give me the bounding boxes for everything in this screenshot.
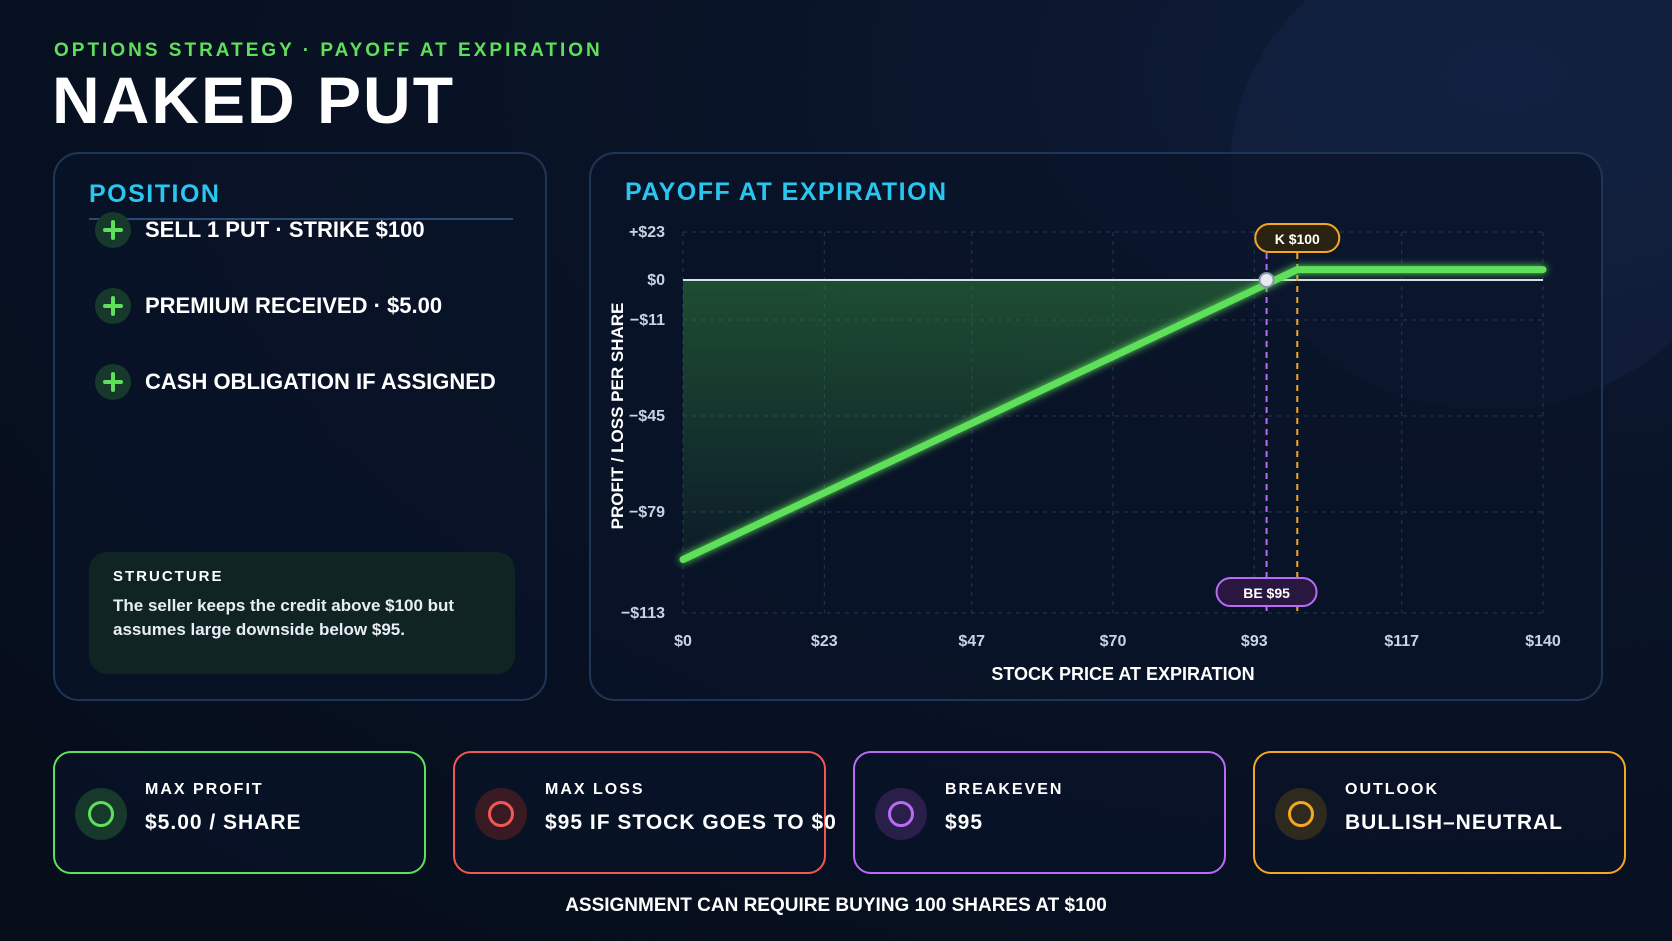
payoff-chart-panel: PAYOFF AT EXPIRATION $0 $23 $47 $70 $93 $117 $… xyxy=(589,152,1603,701)
card-value: $95 IF STOCK GOES TO $0 xyxy=(545,811,837,834)
strike-marker-label: K $100 xyxy=(1254,223,1341,253)
position-item-sell-put: SELL 1 PUT · STRIKE $100 xyxy=(95,210,425,250)
y-tick-label: −$79 xyxy=(629,504,665,521)
plus-icon xyxy=(95,288,131,324)
y-tick-label: −$45 xyxy=(629,408,665,425)
position-item-label: PREMIUM RECEIVED · $5.00 xyxy=(145,293,443,318)
x-tick-label: $47 xyxy=(958,633,985,650)
position-panel: POSITION SELL 1 PUT · STRIKE $100 PREMIU… xyxy=(53,152,547,701)
strike-label-text: K $100 xyxy=(1275,231,1320,247)
structure-box: STRUCTURE The seller keeps the credit ab… xyxy=(89,552,515,674)
heading-divider xyxy=(89,218,513,220)
position-item-premium: PREMIUM RECEIVED · $5.00 xyxy=(95,286,442,326)
x-tick-label: $140 xyxy=(1525,633,1561,650)
breakeven-card: BREAKEVEN $95 xyxy=(853,751,1226,874)
position-item-label: CASH OBLIGATION IF ASSIGNED xyxy=(145,369,496,394)
circle-icon xyxy=(1275,788,1327,840)
max-loss-card: MAX LOSS $95 IF STOCK GOES TO $0 xyxy=(453,751,836,874)
position-heading: POSITION xyxy=(89,180,221,208)
card-value: BULLISH–NEUTRAL xyxy=(1345,811,1563,834)
breakeven-marker-label: BE $95 xyxy=(1215,577,1318,607)
structure-text: The seller keeps the credit above $100 b… xyxy=(113,596,455,639)
x-axis-label: STOCK PRICE AT EXPIRATION xyxy=(991,664,1254,684)
x-tick-label: $117 xyxy=(1384,633,1419,650)
circle-icon xyxy=(75,788,127,840)
y-tick-label: −$11 xyxy=(630,312,665,329)
y-tick-label: −$113 xyxy=(621,605,665,622)
card-label: MAX PROFIT xyxy=(145,781,264,798)
plus-icon xyxy=(95,212,131,248)
structure-label: STRUCTURE xyxy=(113,568,224,585)
breakeven-label-pill xyxy=(1215,577,1318,607)
strike-label-pill xyxy=(1254,223,1341,253)
breakeven-point xyxy=(1258,272,1275,288)
card-label: OUTLOOK xyxy=(1345,781,1439,798)
card-value: $5.00 / SHARE xyxy=(145,811,302,834)
page-title: NAKED PUT xyxy=(52,63,456,137)
y-axis-label: PROFIT / LOSS PER SHARE xyxy=(608,303,627,530)
circle-icon xyxy=(475,788,527,840)
breakeven-label-text: BE $95 xyxy=(1243,585,1290,601)
x-tick-label: $23 xyxy=(811,633,838,650)
card-label: MAX LOSS xyxy=(545,781,645,798)
card-value: $95 xyxy=(945,811,984,834)
eyebrow-label: OPTIONS STRATEGY · PAYOFF AT EXPIRATION xyxy=(54,40,603,61)
chart-heading: PAYOFF AT EXPIRATION xyxy=(625,178,948,206)
position-item-label: SELL 1 PUT · STRIKE $100 xyxy=(145,217,425,242)
y-tick-label: +$23 xyxy=(629,224,665,241)
x-tick-label: $93 xyxy=(1241,633,1268,650)
outlook-card: OUTLOOK BULLISH–NEUTRAL xyxy=(1253,751,1626,874)
plus-icon xyxy=(95,364,131,400)
position-item-cash-obligation: CASH OBLIGATION IF ASSIGNED xyxy=(95,362,496,402)
x-tick-label: $0 xyxy=(674,633,692,650)
payoff-line xyxy=(679,266,1547,564)
payoff-chart: $0 $23 $47 $70 $93 $117 $140 +$23 $0 −$11 −$45 −$79… xyxy=(608,223,1561,684)
max-profit-card: MAX PROFIT $5.00 / SHARE xyxy=(53,751,426,874)
circle-icon xyxy=(875,788,927,840)
card-label: BREAKEVEN xyxy=(945,781,1064,798)
footnote: ASSIGNMENT CAN REQUIRE BUYING 100 SHARES… xyxy=(565,895,1107,916)
x-tick-label: $70 xyxy=(1100,633,1127,650)
y-tick-label: $0 xyxy=(647,272,665,289)
